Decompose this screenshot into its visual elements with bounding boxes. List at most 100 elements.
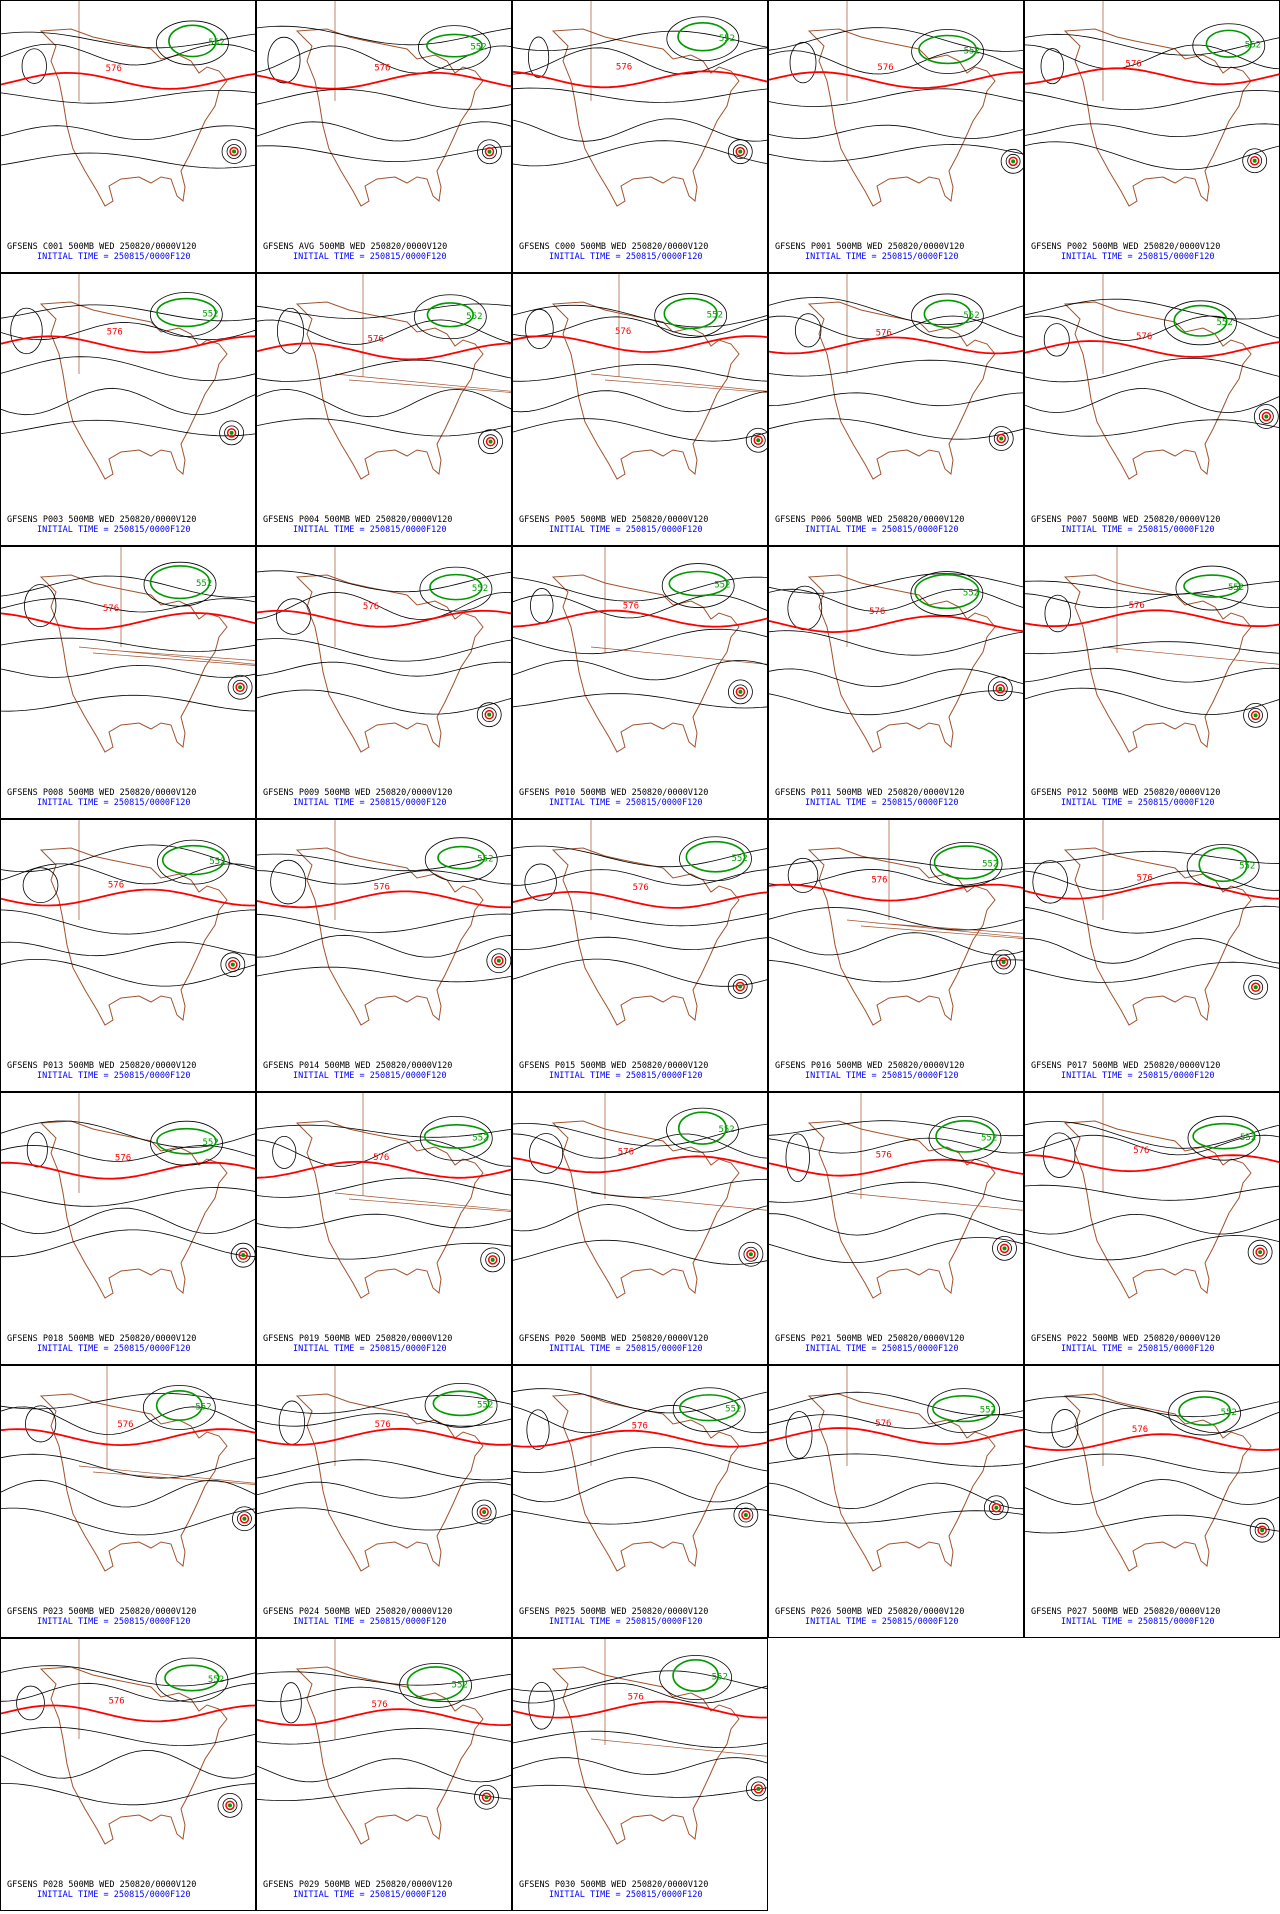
contour-label: 552 (195, 1403, 211, 1413)
panel: 576 552 GFSENS P017 500MB WED 250820/0000V… (1024, 817, 1280, 1092)
height-contour (256, 1242, 514, 1260)
cyclone-contour (1252, 1244, 1268, 1260)
height-contour (512, 845, 770, 868)
coastline (551, 1393, 740, 1572)
height-contour (1175, 565, 1249, 611)
height-contour (1024, 1121, 1280, 1149)
panel: 576 552 GFSENS P026 500MB WED 250820/0000V… (768, 1365, 1026, 1638)
contour-552 (677, 22, 729, 52)
contour-576 (0, 612, 258, 630)
height-contour (666, 1107, 739, 1153)
map-panel: 576 552 GFSENS P027 500MB WED 250820/0000V… (1024, 1365, 1280, 1627)
contour-label: 552 (1217, 318, 1233, 328)
height-contour (512, 1784, 770, 1798)
height-contour (768, 907, 1026, 931)
map-panel: 576 552 GFSENS P011 500MB WED 250820/0000V… (768, 544, 1026, 808)
cyclone-contour (1242, 148, 1268, 174)
map-panel: 576 552 GFSENS P016 500MB WED 250820/0000V… (768, 819, 1280, 1081)
cyclone-core (228, 959, 238, 970)
map-panel: 576 552 GFSENS P017 500MB WED 250820/0000V… (1024, 817, 1280, 1081)
height-contour (256, 1728, 514, 1745)
contour-576 (256, 1427, 514, 1446)
map-panel: 576 552 GFSENS P008 500MB WED 250820/0000V… (0, 545, 1064, 808)
height-contour (768, 1213, 1026, 1236)
map-panel: 576 552 GFSENS P014 500MB WED 250820/0000V… (256, 817, 514, 1081)
cyclone-contour (220, 952, 246, 978)
cyclone-core (239, 1513, 250, 1524)
map-panel: 576 552 GFSENS P022 500MB WED 250820/0000V… (1024, 1090, 1280, 1354)
height-contour (789, 41, 817, 84)
contour-label: 576 (374, 882, 390, 892)
cyclone-core (485, 436, 496, 447)
height-contour (26, 1131, 48, 1168)
state-borders (1102, 545, 1280, 665)
coastline (551, 574, 740, 753)
contour-576 (512, 1155, 770, 1174)
coastline (39, 1393, 228, 1572)
map-panel: 576 552 GFSENS P007 500MB WED 250820/0000V… (1024, 273, 1280, 535)
contour-label: 552 (203, 1138, 219, 1148)
state-borders (846, 819, 1280, 963)
height-contour (0, 1507, 258, 1536)
height-contour (512, 1757, 770, 1775)
panel-init-time: INITIAL TIME = 250815/0000F120 (549, 1344, 703, 1354)
cyclone-contour (987, 676, 1013, 702)
cyclone-core (738, 149, 743, 154)
height-contour (256, 121, 514, 142)
cyclone-core (487, 712, 492, 717)
height-contour (0, 1749, 258, 1779)
height-contour (270, 859, 307, 905)
height-contour (419, 1116, 493, 1161)
height-contour (272, 1135, 297, 1169)
height-contour (654, 293, 728, 338)
height-contour (0, 304, 258, 322)
contour-576 (0, 71, 258, 90)
panel-init-time: INITIAL TIME = 250815/0000F120 (549, 525, 703, 535)
contour-label: 552 (1240, 1133, 1256, 1143)
cyclone-core (1001, 960, 1006, 965)
height-contour (512, 909, 770, 927)
height-contour (512, 628, 770, 655)
height-contour (512, 1204, 770, 1232)
cyclone-core (1253, 985, 1258, 990)
height-contour (512, 869, 770, 886)
panel: 576 552 GFSENS P019 500MB WED 250820/0000V… (256, 1090, 1180, 1365)
cyclone-core (756, 1786, 761, 1791)
panel-init-time: INITIAL TIME = 250815/0000F120 (1061, 1617, 1215, 1627)
panel-init-time: INITIAL TIME = 250815/0000F120 (1061, 252, 1215, 262)
cyclone-core (1249, 155, 1260, 166)
panel-init-time: INITIAL TIME = 250815/0000F120 (293, 1617, 447, 1627)
panel-title: GFSENS P030 500MB WED 250820/0000V120 (519, 1880, 708, 1890)
height-contour (256, 1177, 514, 1198)
height-contour (1024, 419, 1280, 437)
contour-576 (512, 1429, 770, 1448)
contour-552 (685, 840, 746, 873)
panel-title: GFSENS P018 500MB WED 250820/0000V120 (7, 1334, 196, 1344)
cyclone-contour (750, 432, 766, 448)
cyclone-contour (992, 1235, 1017, 1261)
height-contour (143, 561, 217, 607)
height-contour (1024, 33, 1280, 56)
contour-576 (256, 1708, 514, 1727)
contour-552 (437, 845, 486, 870)
height-contour (512, 390, 770, 413)
cyclone-contour (217, 1792, 243, 1818)
height-contour (256, 853, 514, 872)
contour-552 (932, 1394, 996, 1423)
height-contour (512, 1730, 770, 1749)
height-contour (910, 571, 984, 616)
cyclone-contour (219, 420, 244, 446)
cyclone-contour (479, 1789, 494, 1805)
cyclone-core (1250, 982, 1261, 992)
panel: 576 552 GFSENS P020 500MB WED 250820/0000V… (512, 1092, 1280, 1365)
panel: 576 552 GFSENS P024 500MB WED 250820/0000V… (256, 1363, 514, 1638)
height-contour (0, 1187, 258, 1207)
cyclone-core (484, 146, 495, 157)
cyclone-core (748, 1252, 753, 1257)
contour-label: 552 (718, 1125, 734, 1135)
height-contour (512, 1388, 770, 1414)
contour-552 (918, 34, 978, 65)
height-contour (512, 659, 770, 681)
height-contour (1024, 580, 1280, 595)
cyclone-core (484, 1795, 489, 1800)
